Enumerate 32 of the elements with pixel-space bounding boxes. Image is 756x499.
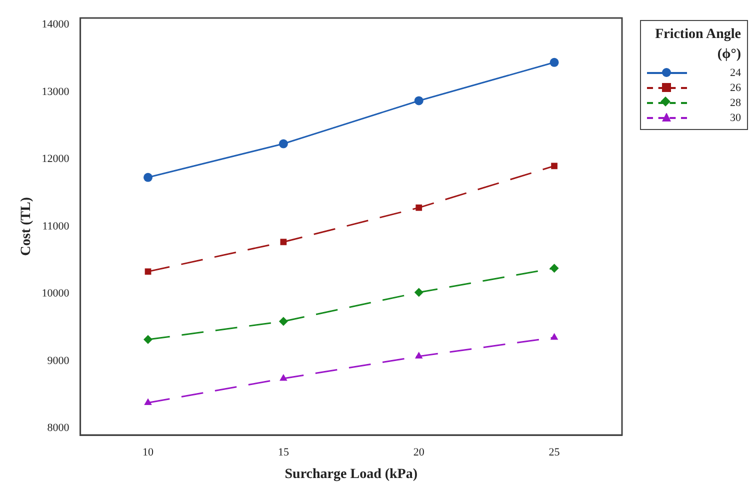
text: 24 (730, 66, 741, 78)
y-tick-label: 9000 (47, 354, 70, 367)
x-tick-label: 15 (278, 446, 290, 458)
point (414, 288, 424, 297)
y-tick-label: 11000 (42, 220, 70, 232)
y-tick-label: 8000 (47, 422, 70, 434)
point (144, 334, 153, 344)
y-tick-label: 13000 (42, 86, 70, 98)
point (550, 332, 558, 340)
x-axis-title: Surcharge Load (kPa) (284, 467, 418, 482)
point (416, 204, 422, 211)
point (278, 139, 288, 148)
text: 28 (730, 96, 741, 108)
y-tick-label: 10000 (42, 288, 70, 300)
point (550, 264, 559, 273)
x-tick-label: 20 (413, 446, 425, 458)
point (551, 162, 558, 170)
point (280, 374, 288, 381)
text: 26 (730, 82, 741, 94)
x-tick-label: 25 (548, 446, 560, 458)
legend-title: Friction Angle (ϕ°) (654, 26, 741, 64)
x-tick-label: 10 (142, 446, 154, 458)
point (414, 96, 424, 106)
point (144, 172, 153, 182)
text: 30 (730, 112, 741, 124)
point (550, 58, 559, 67)
y-tick-label: 14000 (42, 18, 70, 31)
y-axis-title: Cost (TL) (19, 196, 34, 256)
point (278, 316, 288, 326)
point (414, 352, 423, 359)
y-tick-label: 12000 (42, 153, 70, 166)
point (144, 398, 152, 405)
